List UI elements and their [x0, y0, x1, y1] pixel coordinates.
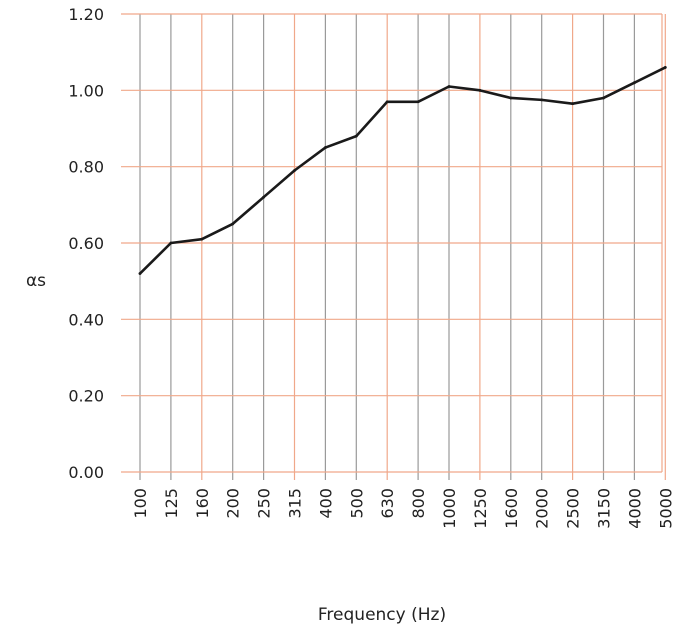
data-point — [324, 146, 327, 149]
y-tick-label: 1.00 — [68, 81, 104, 100]
x-tick-label: 5000 — [656, 488, 675, 529]
data-point — [540, 98, 544, 102]
x-tick-label: 400 — [316, 488, 335, 519]
data-point — [663, 66, 667, 69]
data-point — [633, 81, 636, 85]
x-axis-label: Frequency (Hz) — [318, 605, 446, 625]
data-point — [385, 100, 389, 104]
y-tick-label: 0.20 — [68, 387, 104, 406]
data-point — [509, 96, 513, 100]
y-tick-label: 0.80 — [68, 158, 104, 177]
x-tick-label: 250 — [255, 488, 274, 519]
x-tick-label: 500 — [347, 488, 366, 519]
data-point — [200, 237, 204, 241]
data-point — [571, 102, 574, 106]
x-tick-label: 3150 — [595, 488, 614, 529]
data-point — [478, 88, 482, 92]
series-line — [138, 66, 667, 275]
y-axis-label: αs — [26, 271, 46, 291]
data-point — [354, 134, 358, 138]
data-point — [602, 96, 605, 100]
data-point — [293, 169, 296, 172]
x-tick-label: 100 — [131, 488, 150, 519]
x-tick-label: 125 — [162, 488, 181, 519]
x-tick-label: 315 — [286, 488, 305, 519]
x-tick-label: 1250 — [471, 488, 490, 529]
data-point — [169, 241, 173, 245]
y-tick-label: 1.20 — [68, 5, 104, 24]
x-tick-label: 160 — [193, 488, 212, 519]
data-point — [447, 85, 451, 88]
x-tick-label: 800 — [409, 488, 428, 519]
x-tick-label: 630 — [378, 488, 397, 519]
x-tick-label: 4000 — [625, 488, 644, 529]
x-tick-label: 200 — [224, 488, 243, 519]
y-tick-label: 0.40 — [68, 310, 104, 329]
y-axis-ticks: 0.00 0.20 0.40 0.60 0.80 1.00 1.20 — [68, 5, 104, 482]
x-tick-label: 2500 — [564, 488, 583, 529]
series-layer — [138, 66, 667, 275]
data-point — [262, 195, 265, 199]
x-tick-label: 1000 — [440, 488, 459, 529]
data-point — [231, 222, 235, 226]
y-tick-label: 0.00 — [68, 463, 104, 482]
x-axis-ticks: 100 125 160 200 250 315 400 500 630 800 1000 1250 16… — [131, 488, 675, 529]
data-point — [138, 272, 142, 275]
y-tick-label: 0.60 — [68, 234, 104, 253]
data-point — [416, 100, 420, 104]
x-tick-label: 2000 — [533, 488, 552, 529]
x-tick-label: 1600 — [502, 488, 521, 529]
grid — [121, 13, 666, 480]
